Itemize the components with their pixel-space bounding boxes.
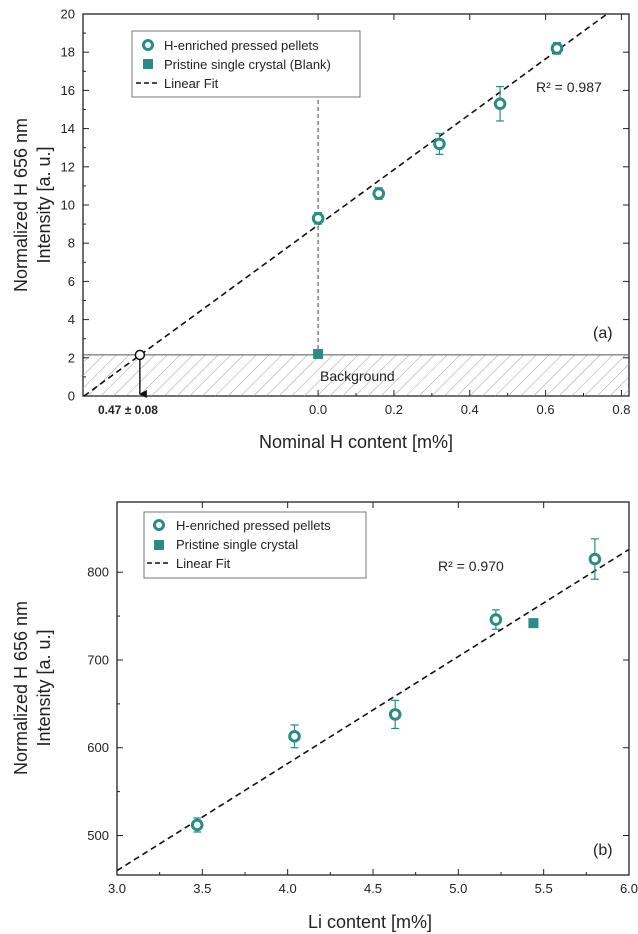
r-squared-label: R² = 0.987 bbox=[536, 79, 602, 95]
x-tick-label: 0.6 bbox=[537, 402, 555, 417]
data-point-pellet bbox=[433, 137, 446, 151]
legend-label-crystal: Pristine single crystal bbox=[176, 537, 298, 552]
x-tick-label: 4.0 bbox=[279, 881, 297, 896]
axis-ticks: 3.0 3.5 4.0 4.5 5.0 5.5 6.0 500 600 700 800 bbox=[87, 502, 638, 896]
y-tick-label: 18 bbox=[61, 45, 75, 60]
legend-marker-pellets bbox=[142, 39, 154, 51]
legend-marker-crystal bbox=[143, 59, 153, 69]
y-tick-label: 500 bbox=[87, 828, 109, 843]
intercept-point bbox=[134, 349, 146, 361]
data-point-pellet bbox=[550, 42, 564, 55]
x-tick-label: 5.5 bbox=[535, 881, 553, 896]
data-point-pellet bbox=[493, 97, 507, 111]
data-point-crystal bbox=[528, 618, 539, 629]
x-tick-label: 0.4 bbox=[461, 402, 479, 417]
y-tick-label: 600 bbox=[87, 740, 109, 755]
y-axis-title-line2: Intensity [a. u.] bbox=[34, 629, 54, 746]
r-squared-label: R² = 0.970 bbox=[438, 558, 504, 574]
data-point-pellet bbox=[372, 187, 386, 200]
y-tick-label: 2 bbox=[68, 350, 75, 365]
x-tick-label: 4.5 bbox=[364, 881, 382, 896]
legend-label-pellets: H-enriched pressed pellets bbox=[176, 518, 331, 533]
linear-fit-line bbox=[83, 13, 608, 397]
x-axis-title: Li content [m%] bbox=[308, 912, 432, 932]
x-tick-label: 3.0 bbox=[108, 881, 126, 896]
y-axis-title-line1: Normalized H 656 nm bbox=[11, 601, 31, 775]
x-tick-label: 0.2 bbox=[385, 402, 403, 417]
y-tick-label: 14 bbox=[61, 121, 75, 136]
legend-label-crystal: Pristine single crystal (Blank) bbox=[164, 57, 331, 72]
data-point-pellet bbox=[588, 552, 602, 566]
legend-label-fit: Linear Fit bbox=[164, 76, 219, 91]
y-tick-label: 700 bbox=[87, 652, 109, 667]
background-label: Background bbox=[320, 368, 395, 384]
data-points bbox=[190, 538, 602, 833]
x-tick-label: 5.0 bbox=[449, 881, 467, 896]
y-tick-label: 20 bbox=[61, 7, 75, 22]
data-point-crystal bbox=[313, 348, 324, 359]
chart-panel-b: 3.0 3.5 4.0 4.5 5.0 5.5 6.0 500 600 700 800 Li con… bbox=[11, 501, 638, 932]
legend-label-pellets: H-enriched pressed pellets bbox=[164, 38, 319, 53]
legend-box bbox=[143, 511, 367, 579]
background-hatch bbox=[83, 354, 629, 396]
y-axis-title-line1: Normalized H 656 nm bbox=[11, 118, 31, 292]
y-tick-label: 12 bbox=[61, 159, 75, 174]
data-point-pellet bbox=[388, 708, 402, 721]
legend-marker-pellets bbox=[153, 519, 165, 531]
legend: H-enriched pressed pellets Pristine sing… bbox=[143, 511, 367, 579]
y-tick-label: 0 bbox=[68, 389, 75, 404]
legend-box bbox=[131, 30, 361, 98]
y-tick-label: 6 bbox=[68, 274, 75, 289]
background-region bbox=[83, 354, 629, 396]
y-tick-label: 10 bbox=[61, 198, 75, 213]
x-tick-label: 6.0 bbox=[620, 881, 638, 896]
y-axis-title-line2: Intensity [a. u.] bbox=[34, 146, 54, 263]
data-point-pellet bbox=[190, 818, 204, 832]
intercept-marker bbox=[134, 349, 147, 398]
x-tick-label: 0.8 bbox=[612, 402, 630, 417]
x-tick-label: 3.5 bbox=[193, 881, 211, 896]
legend-label-fit: Linear Fit bbox=[176, 556, 231, 571]
fit-line bbox=[116, 548, 630, 872]
y-tick-label: 8 bbox=[68, 236, 75, 251]
x-tick-label: 0.0 bbox=[309, 402, 327, 417]
data-point-pellet bbox=[489, 613, 503, 626]
y-tick-label: 4 bbox=[68, 312, 75, 327]
axis-ticks: 0.0 0.2 0.4 0.6 0.8 0 2 4 6 8 10 12 14 16 18 20 bbox=[61, 7, 631, 418]
data-points bbox=[311, 42, 564, 359]
x-axis-title: Nominal H content [m%] bbox=[259, 432, 453, 452]
panel-label: (b) bbox=[593, 842, 613, 859]
intercept-value-label: 0.47 ± 0.08 bbox=[98, 403, 158, 417]
panel-label: (a) bbox=[593, 325, 613, 342]
data-point-pellet bbox=[311, 212, 325, 225]
y-tick-label: 16 bbox=[61, 83, 75, 98]
linear-fit-line bbox=[116, 548, 630, 872]
data-point-pellet bbox=[288, 730, 301, 743]
chart-panel-a: 0.0 0.2 0.4 0.6 0.8 0 2 4 6 8 10 12 14 16 18 20 Nominal… bbox=[11, 7, 630, 453]
legend: H-enriched pressed pellets Pristine sing… bbox=[131, 30, 361, 98]
legend-marker-crystal bbox=[154, 540, 164, 550]
y-tick-label: 800 bbox=[87, 565, 109, 580]
fit-line bbox=[83, 13, 608, 397]
